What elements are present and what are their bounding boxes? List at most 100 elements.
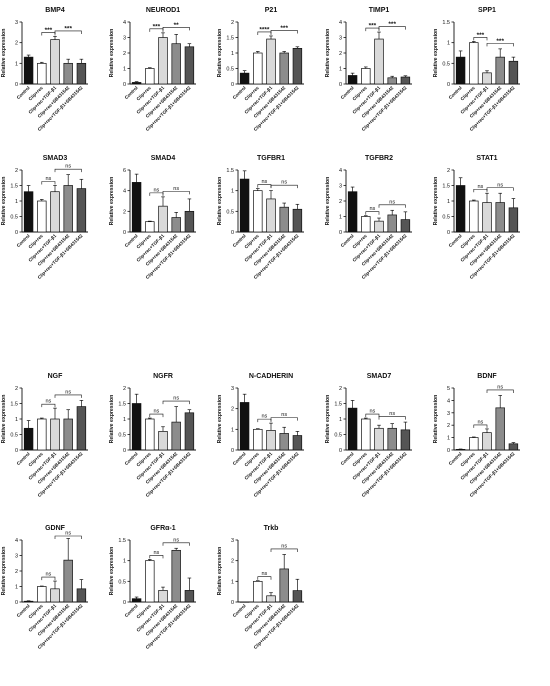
bar-clip-rec-tgf-1-sb431542 [509,61,518,84]
bar-clip-rec-tgf-1-sb431542 [185,413,194,450]
bar-clip-rec-sb431542 [172,44,181,84]
y-tick-label: 2 [339,386,342,392]
significance-label: *** [64,25,72,32]
bar-control [132,82,141,84]
y-tick-label: 1 [447,41,450,47]
bar-clip-rec-tgf-1-sb431542 [185,211,194,232]
y-tick-label: 1 [15,585,18,591]
bar-clip-rec-tgf-1-sb431542 [185,47,194,84]
bar-control [456,57,465,84]
panel-title: TGFBR1 [257,155,285,162]
y-tick-label: 1 [447,199,450,205]
bar-control [132,182,141,232]
bar-clip-rec-sb431542 [172,550,181,602]
y-tick-label: 3 [339,184,342,190]
y-tick-label: 1 [123,67,126,73]
bar-clip-rec-tgf-1-sb431542 [77,189,86,232]
significance-label: ns [65,164,71,170]
y-axis-label: Relative expression [109,177,115,226]
bar-clip-rec-sb431542 [388,428,397,450]
bar-clip-rec-sb431542 [280,53,289,84]
significance-label: ns [389,411,395,417]
panel-title: GDNF [45,525,66,532]
y-tick-label: 0 [15,600,18,606]
y-axis-label: Relative expression [109,547,115,596]
y-tick-label: 2 [339,199,342,205]
significance-label: ns [153,187,159,193]
bar-control [456,449,465,450]
bar-clip-rec-sb431542 [280,433,289,450]
panel-title: BMP4 [45,7,65,14]
bar-control [456,186,465,233]
panel-title: TGFBR2 [365,155,393,162]
bar-clip-rec-sb431542 [64,560,73,602]
y-tick-label: 1.5 [334,402,342,408]
y-tick-label: 2 [231,20,234,26]
y-tick-label: 1.5 [442,184,450,190]
significance-label: ns [65,531,71,537]
y-tick-label: 1.5 [442,20,450,26]
y-tick-label: 0.5 [226,67,234,73]
bar-clip-rec [361,419,370,450]
bar-clip-rec [469,201,478,232]
bar-clip-rec-tgf-1 [375,39,384,84]
bar-clip-rec-sb431542 [280,569,289,602]
significance-label: *** [153,23,161,30]
bar-clip-rec-tgf-1 [51,40,60,84]
significance-label: ns [173,396,179,402]
bar-clip-rec-tgf-1-sb431542 [401,430,410,450]
y-tick-label: 2 [231,559,234,565]
y-axis-label: Relative expression [1,29,7,78]
bar-control [240,179,249,232]
significance-label: *** [477,32,485,39]
y-tick-label: 2 [447,168,450,174]
y-tick-label: 1 [339,67,342,73]
bar-clip-rec [37,419,46,450]
significance-label: ns [477,419,483,425]
significance-label: ns [389,199,395,205]
y-tick-label: 1 [231,51,234,57]
y-tick-label: 4 [15,538,18,544]
significance-label: ns [261,179,267,185]
y-axis-label: Relative expression [433,29,439,78]
significance-label: *** [388,21,396,28]
significance-label: ns [497,384,503,390]
y-tick-label: 0 [123,230,126,236]
significance-label: ns [45,572,51,578]
significance-label: ns [477,184,483,190]
significance-label: ns [153,409,159,415]
y-tick-label: 2 [123,209,126,215]
y-tick-label: 1.5 [10,184,18,190]
y-tick-label: 0.5 [334,433,342,439]
bar-clip-rec [37,201,46,232]
bar-clip-rec-tgf-1 [51,192,60,232]
bar-clip-rec-tgf-1 [267,199,276,232]
y-tick-label: 1.5 [226,168,234,174]
bar-clip-rec [145,222,154,232]
y-tick-label: 0 [123,600,126,606]
bar-clip-rec-tgf-1 [267,430,276,450]
bar-clip-rec [37,587,46,603]
y-tick-label: 0 [447,230,450,236]
bar-clip-rec [37,63,46,84]
bar-clip-rec [253,581,262,602]
bar-control [24,428,33,450]
y-tick-label: 1.5 [118,538,126,544]
y-tick-label: 3 [15,20,18,26]
bar-clip-rec-tgf-1 [51,419,60,450]
bar-clip-rec-sb431542 [172,218,181,232]
bar-clip-rec-tgf-1-sb431542 [401,220,410,232]
y-tick-label: 0 [231,230,234,236]
y-tick-label: 1 [123,417,126,423]
bar-clip-rec-tgf-1 [483,203,492,232]
y-tick-label: 4 [123,20,126,26]
panel-title: NGF [48,373,64,380]
